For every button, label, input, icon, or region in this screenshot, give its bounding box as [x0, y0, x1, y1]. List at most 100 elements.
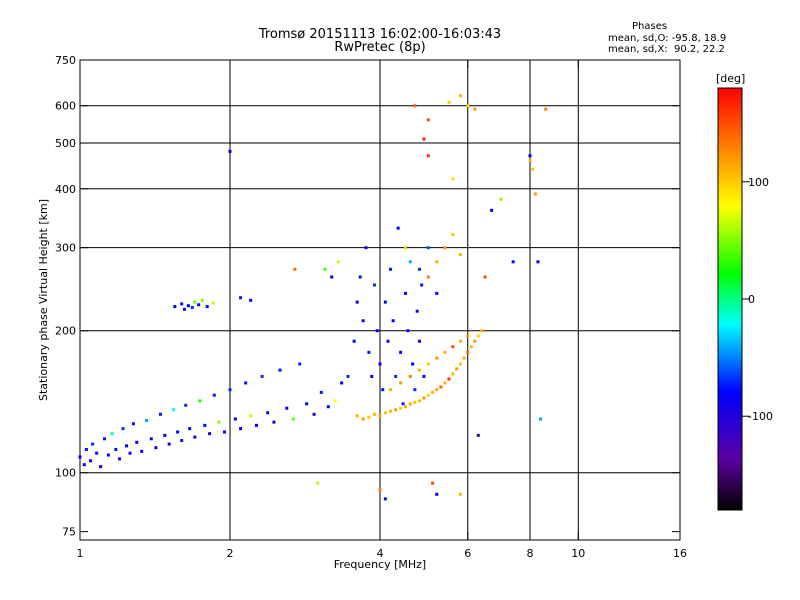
data-point — [125, 444, 129, 448]
data-point — [458, 362, 462, 366]
data-point — [458, 94, 462, 98]
data-point — [381, 388, 385, 392]
data-point — [208, 432, 212, 436]
data-point — [451, 372, 455, 376]
data-point — [346, 374, 350, 378]
data-point — [154, 446, 158, 450]
data-point — [431, 481, 435, 485]
colorbar-tick-label: 100 — [748, 176, 769, 189]
data-point — [439, 385, 443, 389]
data-point — [78, 455, 82, 459]
colorbar-tick-label: 0 — [748, 293, 755, 306]
data-point — [135, 440, 139, 444]
data-point — [443, 381, 447, 385]
data-point — [171, 408, 175, 412]
data-point — [378, 362, 382, 366]
colorbar-tick-label: -100 — [748, 410, 773, 423]
data-point — [249, 414, 253, 418]
data-point — [167, 442, 171, 446]
data-point — [254, 423, 258, 427]
data-point — [406, 329, 410, 333]
data-point — [373, 412, 377, 416]
data-point — [272, 420, 276, 424]
data-point — [190, 306, 194, 310]
x-tick-label: 6 — [464, 547, 471, 560]
data-point — [401, 402, 405, 406]
data-point — [403, 291, 407, 295]
data-point — [378, 488, 382, 492]
data-point — [476, 334, 480, 338]
data-point — [480, 329, 484, 333]
data-point — [293, 267, 297, 271]
data-point — [193, 435, 197, 439]
data-point — [128, 451, 132, 455]
data-point — [361, 319, 365, 323]
data-point — [443, 350, 447, 354]
data-point — [145, 419, 149, 423]
y-tick-label: 300 — [55, 242, 76, 255]
data-point — [121, 427, 125, 431]
data-point — [389, 409, 393, 413]
data-point — [528, 158, 532, 162]
data-point — [326, 405, 330, 409]
data-point — [223, 430, 227, 434]
x-axis-label: Frequency [MHz] — [334, 558, 426, 571]
data-point — [285, 406, 289, 410]
colorbar-ticks: 100 0 -100 — [742, 176, 773, 423]
data-point — [188, 427, 192, 431]
x-tick-label: 10 — [571, 547, 585, 560]
data-point — [413, 400, 417, 404]
colorbar-label: [deg] — [716, 72, 745, 85]
data-point — [455, 367, 459, 371]
data-point — [396, 226, 400, 230]
data-point — [422, 374, 426, 378]
data-point — [417, 399, 421, 403]
data-point — [389, 267, 393, 271]
data-point — [82, 463, 86, 467]
data-point — [422, 396, 426, 400]
data-point — [458, 253, 462, 257]
data-points — [78, 94, 548, 501]
data-point — [417, 267, 421, 271]
data-point — [469, 345, 473, 349]
y-tick-label: 750 — [55, 54, 76, 67]
data-point — [408, 374, 412, 378]
data-point — [266, 411, 270, 415]
x-tick-label: 8 — [527, 547, 534, 560]
data-point — [173, 305, 177, 309]
data-point — [370, 374, 374, 378]
data-point — [408, 402, 412, 406]
data-point — [244, 381, 248, 385]
data-point — [312, 412, 316, 416]
data-point — [358, 275, 362, 279]
data-point — [466, 350, 470, 354]
data-point — [417, 339, 421, 343]
data-point — [476, 433, 480, 437]
data-point — [435, 388, 439, 392]
data-point — [140, 449, 144, 453]
data-point — [466, 104, 470, 108]
data-point — [333, 399, 337, 403]
data-point — [239, 296, 243, 300]
data-point — [352, 339, 356, 343]
data-point — [99, 465, 103, 469]
data-point — [528, 154, 532, 158]
data-point — [131, 422, 135, 426]
data-point — [228, 388, 232, 392]
data-point — [149, 437, 153, 441]
data-point — [422, 137, 426, 141]
data-point — [383, 497, 387, 501]
data-point — [386, 339, 390, 343]
data-point — [426, 362, 430, 366]
y-tick-label: 100 — [55, 467, 76, 480]
data-point — [391, 319, 395, 323]
data-point — [403, 405, 407, 409]
data-point — [466, 334, 470, 338]
data-point — [278, 368, 282, 372]
y-axis-ticks: 75 100 200 300 400 500 600 750 — [55, 54, 680, 539]
data-point — [531, 167, 535, 171]
data-point — [458, 492, 462, 496]
data-point — [217, 420, 221, 424]
y-tick-label: 200 — [55, 325, 76, 338]
